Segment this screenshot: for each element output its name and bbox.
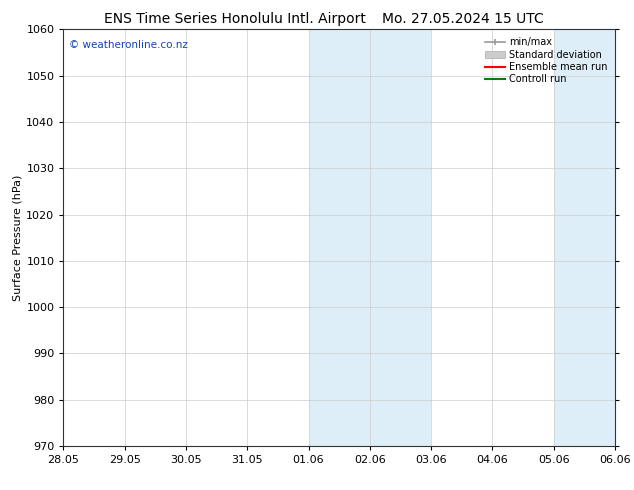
Bar: [553, 29, 615, 446]
Bar: [370, 29, 431, 446]
Text: Mo. 27.05.2024 15 UTC: Mo. 27.05.2024 15 UTC: [382, 12, 544, 26]
Y-axis label: Surface Pressure (hPa): Surface Pressure (hPa): [12, 174, 22, 301]
Legend: min/max, Standard deviation, Ensemble mean run, Controll run: min/max, Standard deviation, Ensemble me…: [482, 34, 610, 87]
Text: ENS Time Series Honolulu Intl. Airport: ENS Time Series Honolulu Intl. Airport: [103, 12, 366, 26]
Text: © weatheronline.co.nz: © weatheronline.co.nz: [69, 40, 188, 50]
Bar: [309, 29, 370, 446]
